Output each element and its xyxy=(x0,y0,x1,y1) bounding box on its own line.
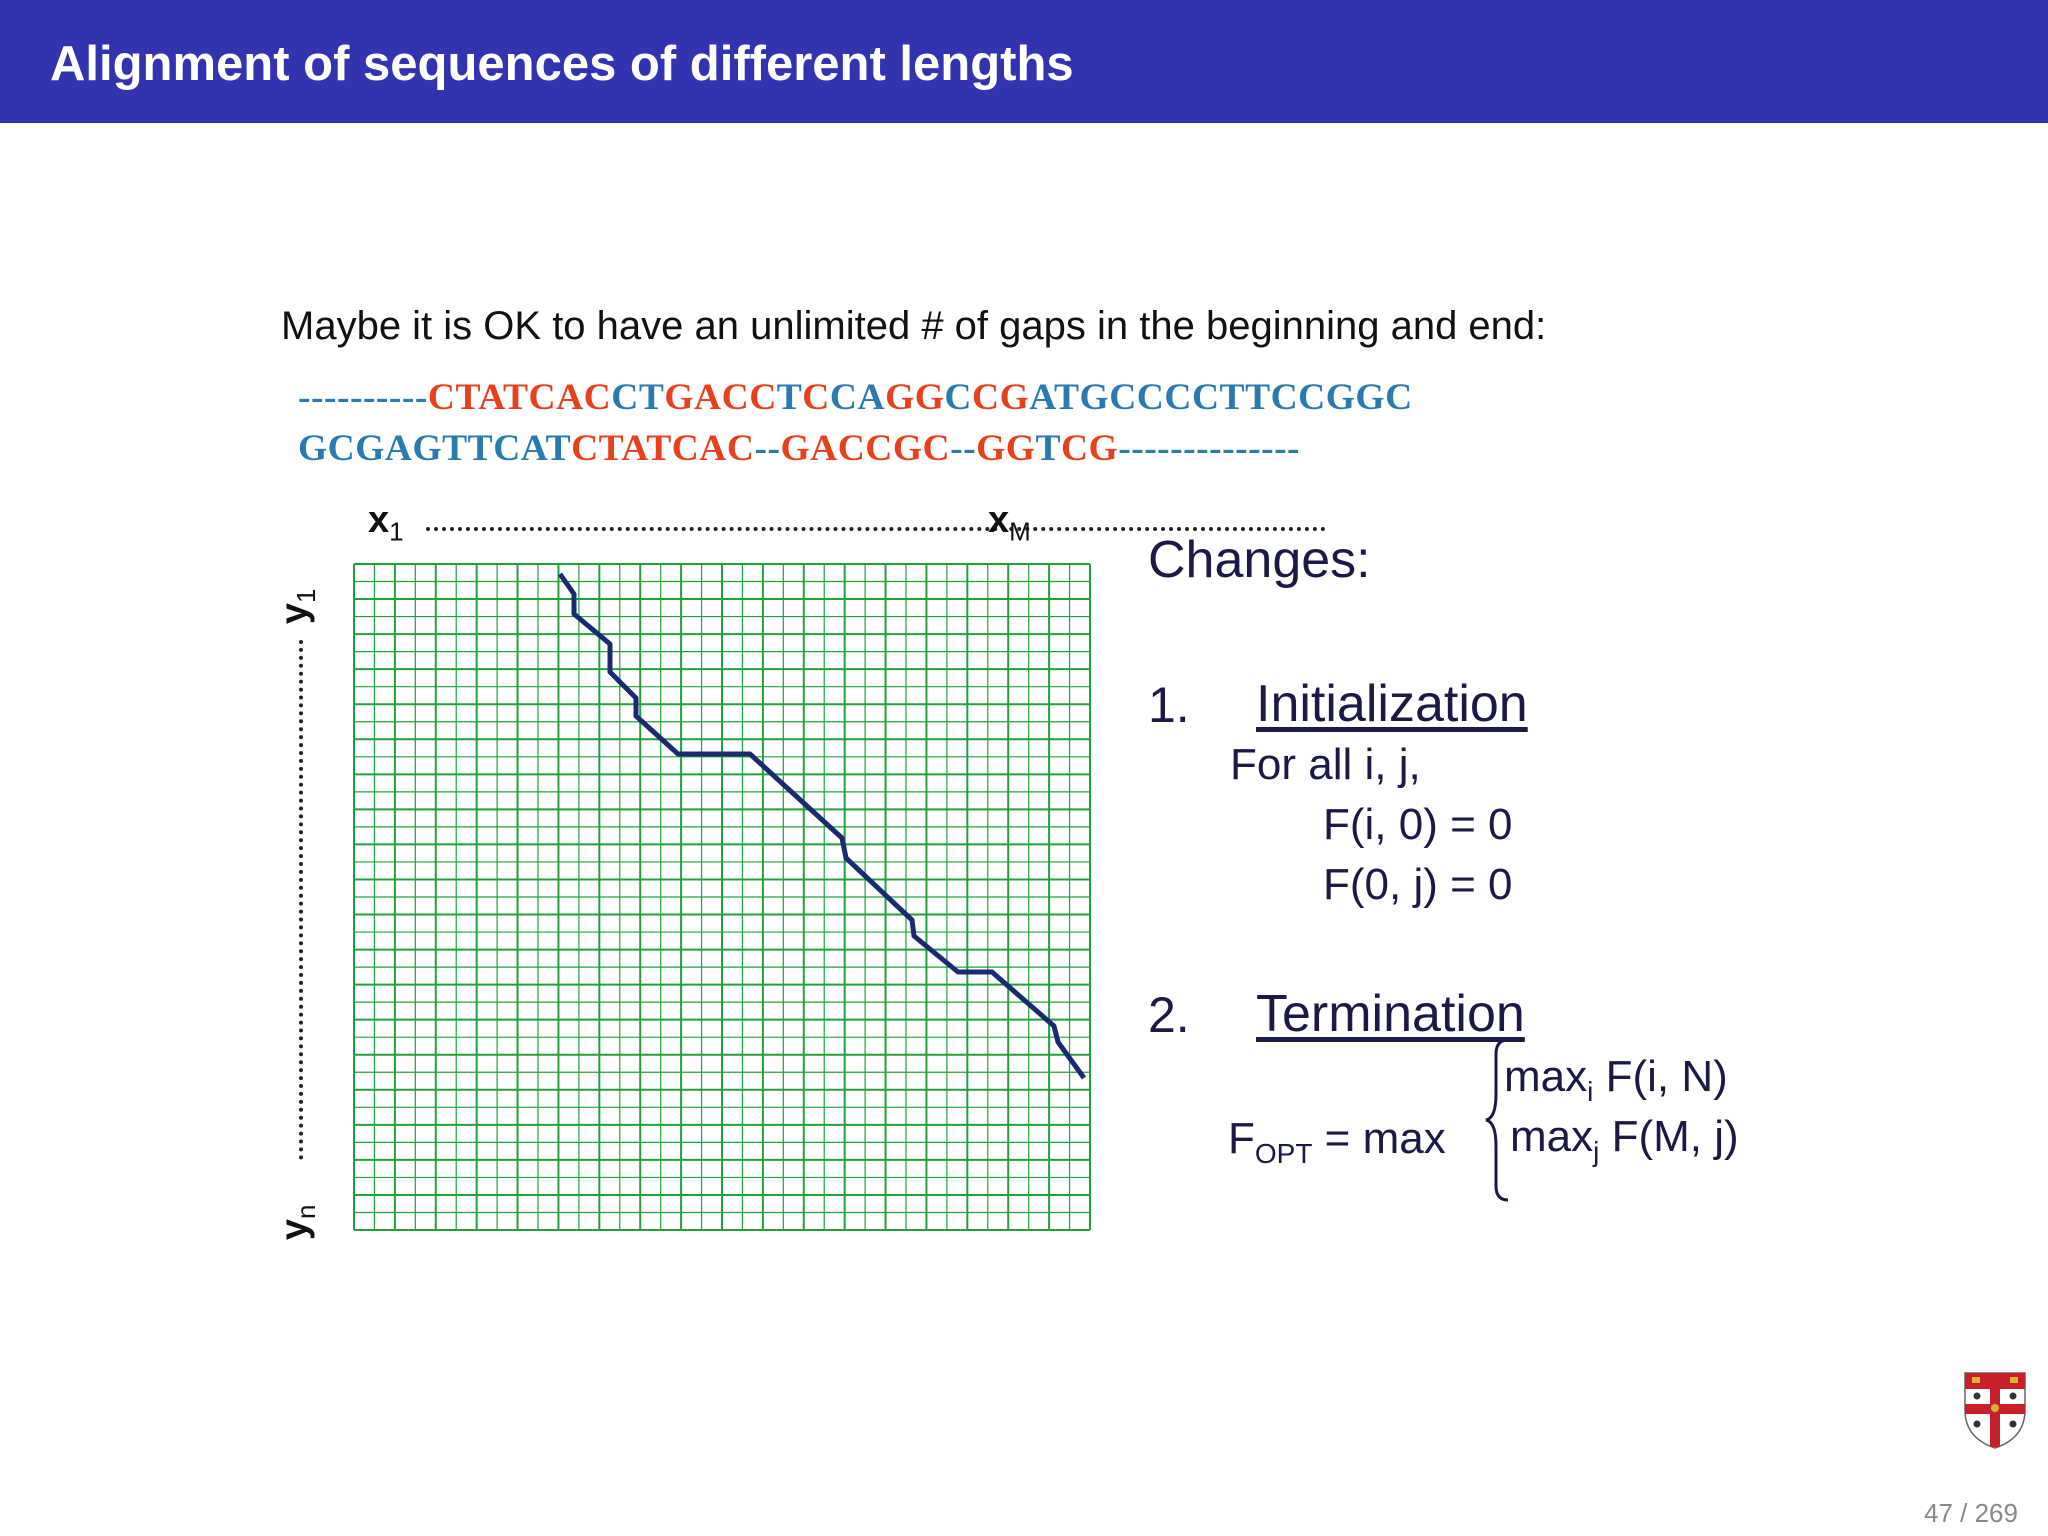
init-f-0-j: F(0, j) = 0 xyxy=(1323,860,1513,909)
y-dotted-line xyxy=(299,640,303,1160)
seq2-segment: -------------- xyxy=(1118,428,1301,469)
seq1-segment: C xyxy=(944,377,972,418)
seq1-segment: CTATCAC xyxy=(427,377,612,418)
step-2-title: Termination xyxy=(1256,985,1525,1043)
seq1-segment: ---------- xyxy=(298,377,428,418)
seq2-segment: CTATCAC xyxy=(571,428,755,469)
slide-title: Alignment of sequences of different leng… xyxy=(50,37,1074,91)
y-end-label: yn xyxy=(273,1204,322,1241)
step-1-title: Initialization xyxy=(1256,675,1528,733)
slide-header: Alignment of sequences of different leng… xyxy=(0,0,2048,123)
dp-grid xyxy=(353,563,1091,1231)
seq2-segment: GG xyxy=(976,428,1036,469)
x-axis-label: x1 xM xyxy=(368,499,1326,549)
seq1-segment: CT xyxy=(611,377,665,418)
x-dotted-line xyxy=(426,527,1326,531)
seq1-segment: ATGCCCCTTCCGGC xyxy=(1029,377,1413,418)
seq1-segment: CG xyxy=(972,377,1030,418)
seq2-segment: GACCGC xyxy=(780,428,951,469)
changes-heading: Changes: xyxy=(1148,531,1371,589)
init-for-all: For all i, j, xyxy=(1230,740,1421,789)
page-number: 47 / 269 xyxy=(1924,1498,2018,1528)
seq2-segment: CG xyxy=(1060,428,1119,469)
seq1-segment: C xyxy=(802,377,830,418)
step-2-number: 2. xyxy=(1148,987,1190,1043)
dp-matrix xyxy=(352,562,1094,1237)
seq1-segment: GACC xyxy=(664,377,777,418)
x-start-label: x1 xyxy=(368,499,404,547)
alignment-path xyxy=(557,572,1087,1080)
seq1-segment: T xyxy=(776,377,803,418)
x-end-label: xM xyxy=(988,499,1031,547)
university-crest-logo xyxy=(1964,1372,2026,1449)
aligned-sequence-2: GCGAGTTCATCTATCAC--GACCGC--GGTCG--------… xyxy=(298,427,1300,470)
step-1-number: 1. xyxy=(1148,677,1190,733)
max-j-line: maxj F(M, j) xyxy=(1510,1112,1739,1167)
fopt-label: FOPT = max xyxy=(1228,1114,1446,1169)
intro-text: Maybe it is OK to have an unlimited # of… xyxy=(281,304,1547,348)
curly-brace xyxy=(1485,1038,1509,1202)
y-start-label: y1 xyxy=(273,588,322,625)
init-f-i-0: F(i, 0) = 0 xyxy=(1323,800,1513,849)
seq2-segment: T xyxy=(1035,428,1061,469)
seq2-segment: -- xyxy=(950,428,977,469)
seq1-segment: CA xyxy=(829,377,886,418)
aligned-sequence-1: ----------CTATCACCTGACCTCCAGGCCGATGCCCCT… xyxy=(298,376,1413,419)
seq1-segment: GG xyxy=(885,377,945,418)
seq2-segment: -- xyxy=(754,428,781,469)
max-i-line: maxi F(i, N) xyxy=(1504,1052,1728,1107)
seq2-segment: GCGAGTTCAT xyxy=(298,428,572,469)
